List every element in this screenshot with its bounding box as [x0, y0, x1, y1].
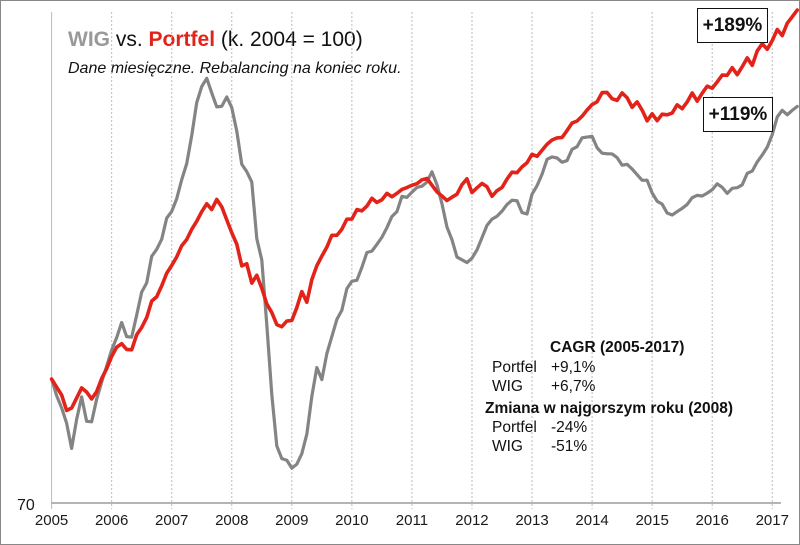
svg-text:2017: 2017	[756, 512, 789, 529]
svg-text:2005: 2005	[35, 512, 68, 529]
svg-text:2013: 2013	[515, 512, 548, 529]
svg-text:2007: 2007	[155, 512, 188, 529]
svg-text:70: 70	[17, 497, 35, 514]
svg-text:2011: 2011	[396, 512, 428, 529]
svg-text:2016: 2016	[696, 512, 729, 529]
svg-text:2015: 2015	[635, 512, 668, 529]
svg-text:2009: 2009	[275, 512, 308, 529]
svg-text:2012: 2012	[455, 512, 488, 529]
svg-text:2014: 2014	[575, 512, 608, 529]
svg-text:2010: 2010	[335, 512, 368, 529]
svg-text:2006: 2006	[95, 512, 128, 529]
svg-text:2008: 2008	[215, 512, 248, 529]
